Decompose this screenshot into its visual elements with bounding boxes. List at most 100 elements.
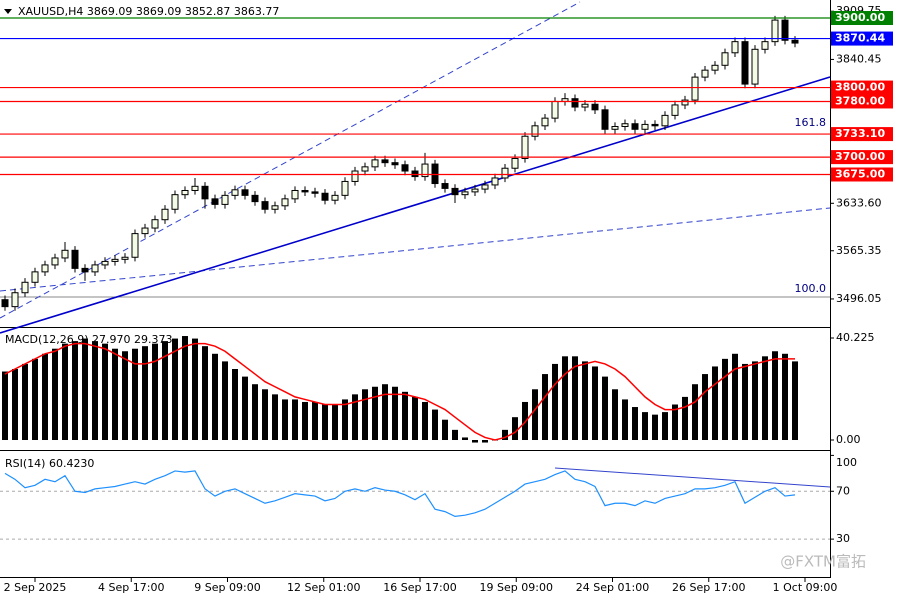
- candle-body: [241, 189, 249, 196]
- candle-body: [571, 98, 579, 108]
- candle-body: [751, 48, 759, 85]
- rsi-line: [4, 470, 796, 518]
- macd-bar: [12, 369, 18, 441]
- macd-bar: [222, 361, 228, 441]
- candle-body: [301, 189, 309, 193]
- macd-bar: [172, 338, 178, 441]
- macd-bar: [602, 376, 608, 441]
- candle-body: [161, 208, 169, 221]
- price-level-label: 3780.00: [835, 94, 885, 107]
- macd-bar: [412, 396, 418, 441]
- price-level-box: [831, 31, 893, 46]
- y-tick-label: 3633.60: [836, 196, 882, 209]
- candle-body: [531, 125, 539, 137]
- macd-bar: [772, 351, 778, 441]
- macd-bar: [382, 384, 388, 441]
- price-level-label: 3675.00: [835, 167, 885, 180]
- macd-bar: [542, 374, 548, 441]
- macd-bar: [42, 353, 48, 441]
- candle-body: [381, 159, 389, 164]
- candle-body: [601, 109, 609, 130]
- candle-body: [181, 189, 189, 196]
- macd-bar: [202, 346, 208, 441]
- candle-body: [491, 177, 499, 186]
- macd-bar: [792, 361, 798, 441]
- y-tick-label: 100: [836, 456, 857, 469]
- fib-label: 100.0: [795, 282, 827, 295]
- macd-bar: [162, 341, 168, 441]
- macd-bar: [352, 394, 358, 441]
- candle-body: [131, 233, 139, 258]
- price-level-label: 3700.00: [835, 150, 885, 163]
- macd-bar: [302, 401, 308, 441]
- macd-bar: [392, 386, 398, 441]
- macd-bar: [152, 343, 158, 441]
- macd-bar: [402, 391, 408, 441]
- x-tick-label: 24 Sep 01:00: [576, 581, 649, 594]
- candle-body: [281, 198, 289, 207]
- candle-body: [251, 194, 259, 203]
- y-tick-label: 3496.05: [836, 292, 882, 305]
- candle-body: [481, 184, 489, 190]
- candle-body: [231, 189, 239, 196]
- candle-body: [221, 194, 229, 205]
- y-tick-label: 3565.35: [836, 244, 882, 257]
- macd-bar: [62, 343, 68, 441]
- macd-bar: [652, 414, 658, 441]
- candle-body: [461, 191, 469, 196]
- x-tick-label: 4 Sep 17:00: [98, 581, 164, 594]
- price-level-label: 3900.00: [835, 11, 885, 24]
- macd-bar: [592, 366, 598, 441]
- macd-bar: [2, 371, 8, 441]
- candle-body: [701, 69, 709, 78]
- macd-bar: [452, 429, 458, 441]
- candle-body: [661, 114, 669, 127]
- candle-body: [361, 166, 369, 172]
- macd-bar: [632, 407, 638, 441]
- candle-body: [101, 260, 109, 266]
- candle-body: [391, 162, 399, 166]
- macd-bar: [362, 389, 368, 441]
- candle-body: [81, 267, 89, 273]
- macd-bar: [682, 396, 688, 441]
- macd-bar: [722, 358, 728, 441]
- candle-body: [51, 257, 59, 266]
- macd-bar: [432, 409, 438, 441]
- candle-body: [201, 185, 209, 200]
- price-level-box: [831, 11, 893, 26]
- macd-bar: [122, 351, 128, 441]
- y-tick-label: 0.00: [836, 433, 861, 446]
- candle-body: [171, 194, 179, 210]
- fib-label: 161.8: [795, 116, 827, 129]
- candle-body: [41, 264, 49, 273]
- candle-body: [611, 126, 619, 130]
- macd-bar: [672, 404, 678, 441]
- macd-title: MACD(12,26,9) 27.970 29.373: [5, 333, 173, 346]
- macd-bar: [212, 353, 218, 441]
- y-tick-label: 3840.45: [836, 52, 882, 65]
- macd-signal: [4, 342, 795, 441]
- y-tick-label: 70: [836, 484, 850, 497]
- macd-bar: [782, 353, 788, 441]
- candle-body: [401, 164, 409, 172]
- macd-bar: [572, 356, 578, 441]
- macd-bar: [642, 412, 648, 441]
- rsi-title: RSI(14) 60.4230: [5, 457, 94, 470]
- candle-body: [791, 39, 799, 44]
- candle-body: [311, 191, 319, 194]
- macd-bar: [462, 437, 468, 441]
- candle-body: [721, 52, 729, 66]
- macd-bar: [102, 343, 108, 441]
- candle-body: [441, 183, 449, 189]
- candle-body: [471, 188, 479, 193]
- candle-body: [591, 103, 599, 111]
- candle-body: [331, 194, 339, 201]
- candle-body: [1, 299, 9, 308]
- price-level-label: 3800.00: [835, 81, 885, 94]
- macd-bar: [52, 348, 58, 441]
- candle-body: [211, 198, 219, 205]
- macd-bar: [522, 401, 528, 441]
- candle-body: [621, 123, 629, 128]
